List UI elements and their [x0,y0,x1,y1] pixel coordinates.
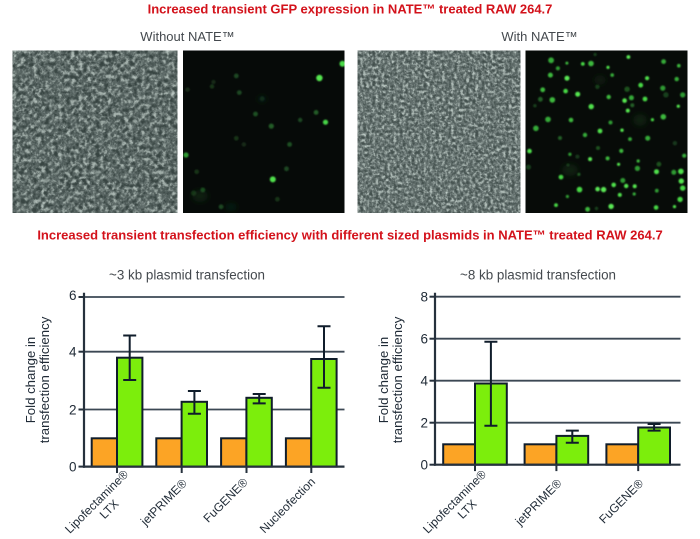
svg-text:0: 0 [420,458,428,473]
svg-text:6: 6 [69,288,77,303]
svg-text:Increased transient transfecti: Increased transient transfection efficie… [37,228,662,243]
svg-text:0: 0 [69,460,77,475]
svg-text:4: 4 [69,345,77,360]
svg-text:FuGENE®: FuGENE® [596,476,646,526]
svg-text:~3 kb plasmid transfection: ~3 kb plasmid transfection [109,268,265,283]
svg-text:6: 6 [420,332,428,347]
svg-text:2: 2 [69,402,77,417]
svg-text:Without NATE™: Without NATE™ [140,29,234,44]
svg-text:4: 4 [420,374,428,389]
svg-text:Fold change in: Fold change in [23,337,38,424]
svg-text:With NATE™: With NATE™ [501,29,577,44]
svg-text:jetPRIME®: jetPRIME® [137,476,190,529]
svg-text:Lipofectamine®: Lipofectamine® [420,467,489,536]
svg-text:2: 2 [420,416,428,431]
svg-text:FuGENE®: FuGENE® [201,475,251,525]
svg-text:transfection efficiency: transfection efficiency [390,316,405,443]
svg-text:8: 8 [420,290,428,305]
svg-text:Lipofectamine®: Lipofectamine® [62,467,131,536]
svg-text:Nucleofection: Nucleofection [257,475,318,536]
svg-text:jetPRIME®: jetPRIME® [512,476,565,529]
svg-text:~8 kb plasmid transfection: ~8 kb plasmid transfection [460,268,616,283]
svg-text:Fold change in: Fold change in [376,337,391,424]
svg-text:Increased transient GFP expres: Increased transient GFP expression in NA… [148,2,553,17]
svg-text:transfection efficiency: transfection efficiency [37,316,52,443]
